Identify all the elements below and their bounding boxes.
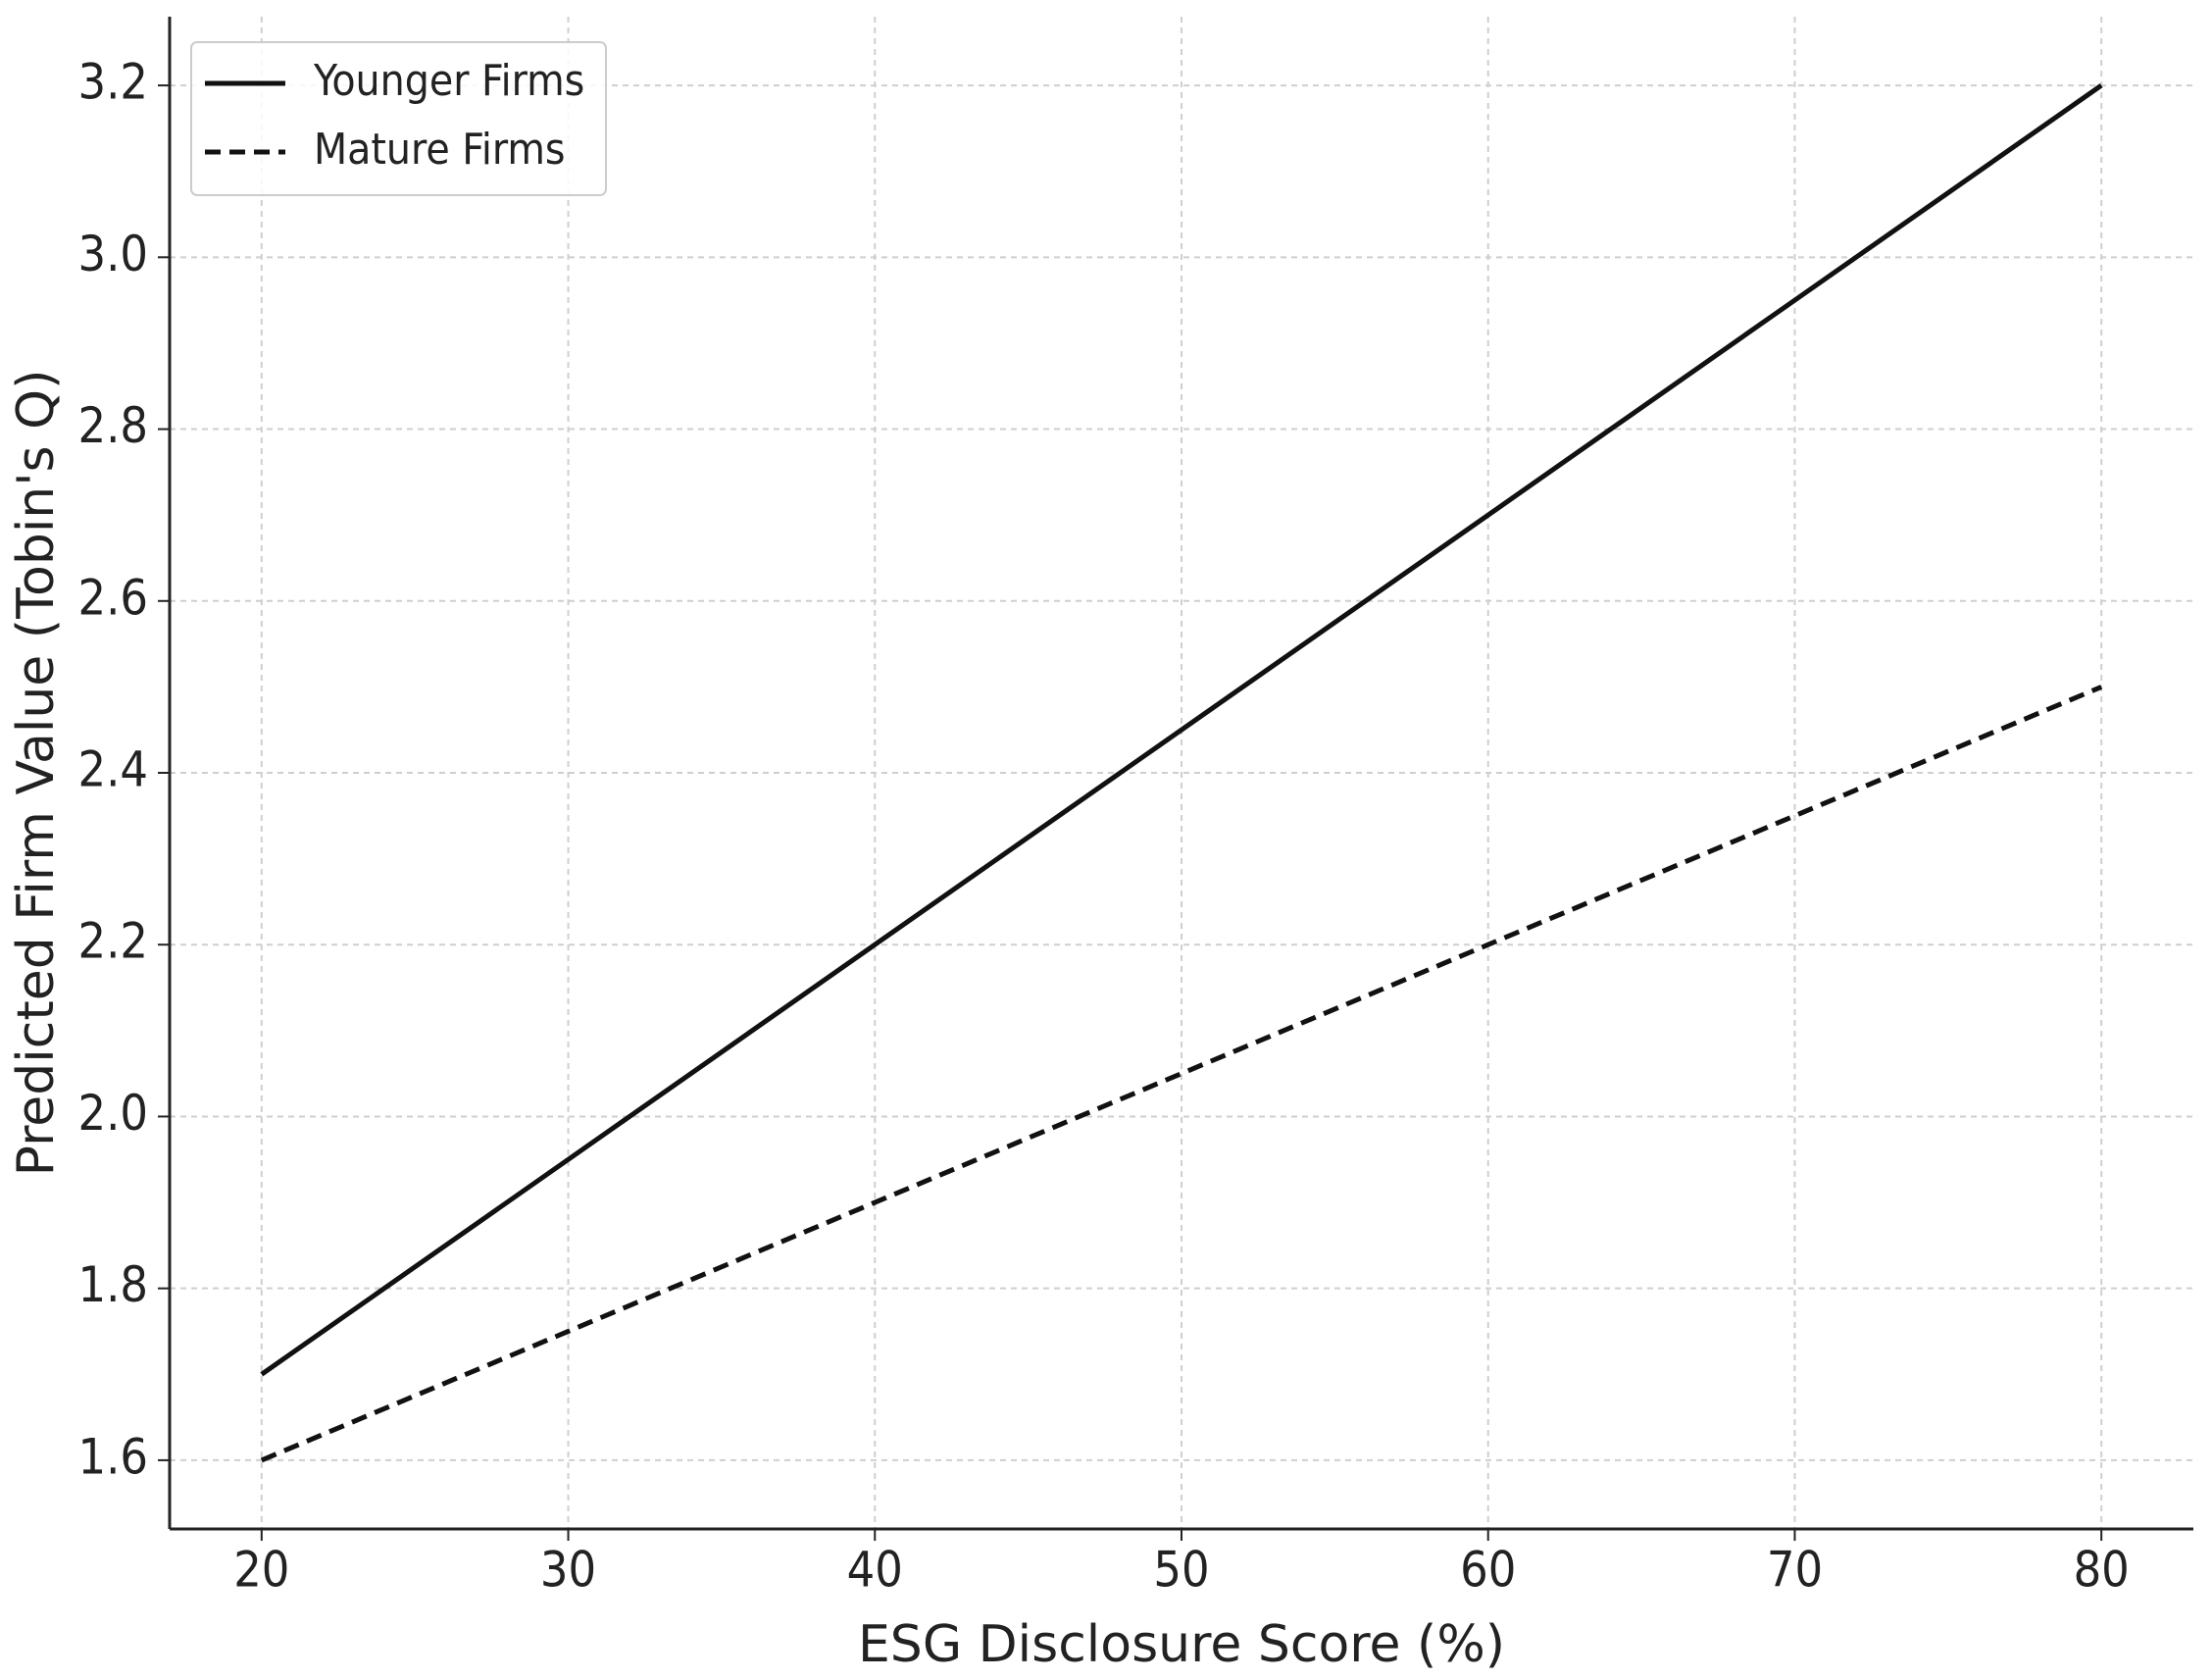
legend-label: Mature Firms	[314, 125, 566, 175]
y-tick-label: 2.0	[77, 1085, 148, 1142]
legend-label: Younger Firms	[313, 56, 584, 106]
x-tick-label: 40	[847, 1542, 903, 1599]
x-tick-label: 50	[1153, 1542, 1209, 1599]
series-line	[260, 83, 2103, 1377]
y-tick-label: 2.8	[77, 397, 148, 454]
x-tick-label: 20	[233, 1542, 289, 1599]
y-tick-label: 1.8	[77, 1256, 148, 1313]
x-tick-label: 60	[1460, 1542, 1516, 1599]
y-tick-label: 3.0	[77, 226, 148, 282]
x-axis-label: ESG Disclosure Score (%)	[858, 1615, 1505, 1674]
y-tick-label: 3.2	[77, 54, 148, 111]
series-line	[260, 685, 2103, 1463]
y-tick-label: 2.2	[77, 913, 148, 970]
y-tick-label: 1.6	[77, 1428, 148, 1485]
legend-box	[190, 41, 607, 196]
y-tick-label: 2.4	[77, 741, 148, 798]
x-tick-label: 70	[1767, 1542, 1823, 1599]
y-tick-label: 2.6	[77, 569, 148, 626]
x-tick-label: 30	[540, 1542, 596, 1599]
y-axis-label: Predicted Firm Value (Tobin's Q)	[7, 370, 66, 1177]
x-tick-label: 80	[2074, 1542, 2130, 1599]
